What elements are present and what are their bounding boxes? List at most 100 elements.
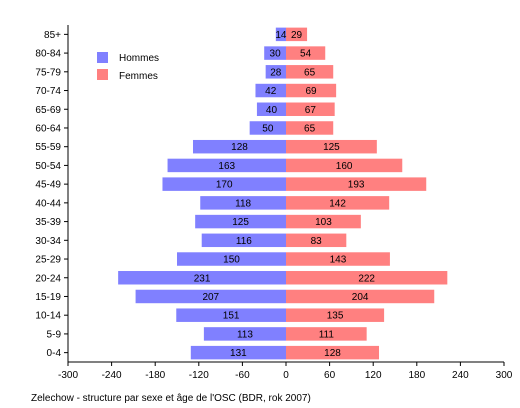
bar-label-hommes-35-39: 125 [232,217,249,228]
bar-femmes-50-54 [286,158,403,173]
y-tick-label-20-24: 20-24 [35,273,61,284]
y-tick-label-5-9: 5-9 [47,329,62,340]
bar-femmes-75-79 [286,65,334,79]
y-tick-label-30-34: 30-34 [35,236,61,247]
bar-label-hommes-10-14: 151 [223,311,240,322]
bar-hommes-0-4 [190,345,286,360]
x-tick-label-6: 60 [324,370,336,381]
bar-label-hommes-30-34: 116 [236,236,252,247]
bar-label-femmes-40-44: 142 [329,198,346,209]
bar-label-hommes-85plus: 14 [275,30,287,41]
bar-label-femmes-55-59: 125 [323,142,340,153]
y-tick-label-50-54: 50-54 [35,161,61,172]
bar-femmes-60-64 [286,121,334,135]
bar-femmes-80-84 [286,46,326,60]
x-tick-label-3: -120 [189,370,209,381]
legend-swatch-femmes [97,69,108,80]
bar-femmes-0-4 [286,345,380,360]
y-tick-label-75-79: 75-79 [35,67,61,78]
bar-label-hommes-5-9: 113 [237,329,253,340]
legend-label-hommes: Hommes [119,53,159,64]
bar-label-femmes-20-24: 222 [358,273,375,284]
bar-label-hommes-70-74: 42 [265,86,277,97]
bar-label-hommes-50-54: 163 [218,161,235,172]
bar-hommes-85plus [275,27,286,42]
x-tick-label-5: 0 [283,370,289,381]
bar-label-femmes-65-69: 67 [305,105,317,116]
bar-labels-group: 131 128 113 111 151 135 207 204 231 222 150 143 116 8… [194,30,376,359]
bar-label-hommes-40-44: 118 [235,198,251,209]
x-tick-label-4: -60 [235,370,250,381]
bar-label-femmes-80-84: 54 [300,49,312,60]
legend-swatch-hommes [97,52,108,63]
bars-group [118,27,448,360]
legend: Hommes Femmes [97,52,159,82]
x-ticks-group: -300 -240 -180 -120 -60 0 60 120 180 240 300 [58,362,513,381]
x-tick-label-0: -300 [58,370,78,381]
bar-hommes-75-79 [265,65,286,79]
bar-label-femmes-45-49: 193 [348,180,365,191]
bar-femmes-5-9 [286,327,367,341]
y-tick-label-40-44: 40-44 [35,198,61,209]
bar-hommes-15-19 [135,289,286,304]
bar-label-hommes-60-64: 50 [262,123,274,134]
bar-femmes-55-59 [286,139,377,154]
x-tick-label-2: -180 [145,370,165,381]
bar-hommes-65-69 [256,102,286,116]
x-tick-label-7: 120 [365,370,382,381]
bar-femmes-85plus [286,27,308,42]
y-tick-label-25-29: 25-29 [35,255,61,266]
y-tick-label-0-4: 0-4 [47,348,62,359]
bar-femmes-40-44 [286,196,390,210]
bar-label-femmes-35-39: 103 [315,217,332,228]
bar-femmes-70-74 [286,83,337,98]
bar-hommes-35-39 [195,214,286,229]
bar-hommes-50-54 [167,158,286,173]
bar-label-hommes-80-84: 30 [270,49,282,60]
bar-label-hommes-0-4: 131 [230,348,247,359]
y-tick-label-10-14: 10-14 [35,311,61,322]
bar-label-femmes-0-4: 128 [324,348,341,359]
y-tick-label-80-84: 80-84 [35,49,61,60]
bar-label-hommes-75-79: 28 [270,67,282,78]
y-tick-label-60-64: 60-64 [35,123,61,134]
x-tick-label-9: 240 [452,370,469,381]
bar-label-femmes-5-9: 111 [319,329,335,340]
bar-label-femmes-30-34: 83 [311,236,323,247]
bar-label-femmes-10-14: 135 [327,311,344,322]
bar-label-hommes-15-19: 207 [202,292,219,303]
x-tick-label-8: 180 [408,370,425,381]
bar-label-hommes-65-69: 40 [266,105,278,116]
y-ticks-group: 0-4 5-9 10-14 15-19 20-24 25-29 30-34 35-39 40-4… [35,30,68,359]
y-tick-label-15-19: 15-19 [35,292,61,303]
x-tick-label-1: -240 [102,370,122,381]
bar-femmes-35-39 [286,214,361,229]
bar-hommes-20-24 [118,271,286,285]
x-tick-label-10: 300 [496,370,513,381]
bar-label-femmes-70-74: 69 [306,86,318,97]
legend-label-femmes: Femmes [119,71,158,82]
bar-femmes-10-14 [286,308,385,322]
bar-hommes-10-14 [176,308,286,322]
bar-hommes-70-74 [255,83,286,98]
bar-label-femmes-60-64: 65 [304,123,316,134]
chart-caption: Zelechow - structure par sexe et âge de … [31,393,311,404]
bar-label-femmes-25-29: 143 [330,255,347,266]
bar-femmes-30-34 [286,233,347,248]
bar-label-hommes-45-49: 170 [216,180,233,191]
bar-femmes-45-49 [286,177,427,191]
bar-label-femmes-15-19: 204 [352,292,369,303]
bar-femmes-15-19 [286,289,435,304]
bar-hommes-40-44 [200,196,286,210]
bar-label-femmes-50-54: 160 [336,161,353,172]
bar-label-hommes-20-24: 231 [194,273,211,284]
bar-hommes-60-64 [249,121,286,135]
y-tick-label-85plus: 85+ [44,30,61,41]
y-tick-label-65-69: 65-69 [35,105,61,116]
bar-label-femmes-75-79: 65 [304,67,316,78]
bar-label-femmes-85plus: 29 [291,30,303,41]
y-tick-label-55-59: 55-59 [35,142,61,153]
bar-hommes-5-9 [203,327,286,341]
y-tick-label-45-49: 45-49 [35,180,61,191]
y-tick-label-70-74: 70-74 [35,86,61,97]
